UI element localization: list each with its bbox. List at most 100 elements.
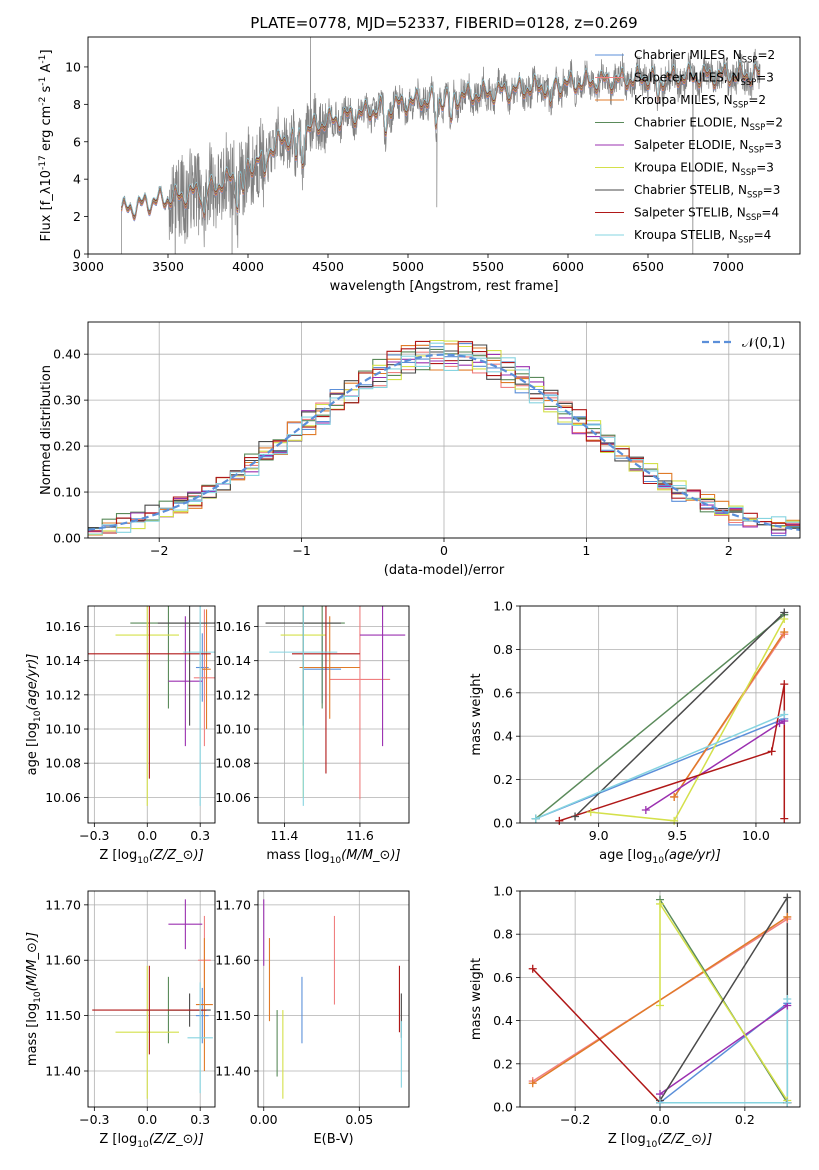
legend-label-7: Salpeter STELIB, NSSP=4 <box>634 206 779 223</box>
chart-panels: 3000 3500 4000 4500 5000 5500 6000 6500 7000 0 2 4 6… <box>25 36 801 1150</box>
chart-mass-vs-EBV: 0.00 0.05 11.40 11.50 11.60 11.70 E(B-V) <box>215 890 410 1147</box>
weight-marker-7-3 <box>780 814 789 823</box>
x-tick-label: 11.4 <box>271 828 299 843</box>
legend-label-normal: 𝒩(0,1) <box>742 336 785 351</box>
x-tick-label: −1 <box>292 543 310 558</box>
y-tick-label: 10.12 <box>215 687 251 702</box>
weight-marker-4-0 <box>641 805 650 814</box>
y-tick-label: 0.4 <box>493 729 513 744</box>
axes-frame <box>87 605 216 824</box>
weight-marker-8-0 <box>531 814 540 823</box>
y-axis-label: Normed distribution <box>39 365 54 495</box>
weight-marker-5-0 <box>586 808 595 817</box>
weight-marker-8-1 <box>783 1098 792 1107</box>
weight-marker-2-1 <box>780 628 789 637</box>
x-tick-label: 4500 <box>312 259 344 274</box>
residual-histogram-8 <box>88 342 800 535</box>
y-tick-label: 10.08 <box>45 756 81 771</box>
y-axis-label: mass [log10(M/M_⊙)] <box>25 932 43 1066</box>
x-tick-label: 0.0 <box>650 1112 670 1127</box>
weight-marker-8-2 <box>783 995 792 1003</box>
y-tick-label: 0.30 <box>53 393 81 408</box>
y-axis-label: mass weight <box>469 673 484 755</box>
x-tick-label: 10.0 <box>742 828 770 843</box>
y-tick-label: 0.6 <box>493 685 513 700</box>
weight-line-6 <box>574 611 785 818</box>
weight-marker-2-0 <box>670 792 679 801</box>
weight-marker-6-1 <box>780 608 789 617</box>
plot-area <box>88 339 800 537</box>
x-tick-label: 9.5 <box>667 828 687 843</box>
x-tick-label: 2 <box>725 543 733 558</box>
y-tick-label: 10 <box>65 59 81 74</box>
y-tick-label: 10.08 <box>215 756 251 771</box>
axes-frame <box>87 321 801 539</box>
x-tick-label: 5500 <box>472 259 504 274</box>
y-tick-label: 2 <box>73 209 81 224</box>
model-spectrum-8 <box>121 60 761 216</box>
spectrum-legend: Chabrier MILES, NSSP=2 Salpeter MILES, NS… <box>595 48 783 245</box>
residuals-legend: 𝒩(0,1) <box>702 336 785 351</box>
y-tick-label: 0 <box>73 247 81 262</box>
axes-frame <box>257 605 410 824</box>
y-tick-label: 0.20 <box>53 439 81 454</box>
plot-area <box>88 606 215 806</box>
y-tick-label: 10.06 <box>215 790 251 805</box>
normal-reference-curve <box>88 353 800 531</box>
x-tick-label: −0.3 <box>79 1112 109 1127</box>
weight-marker-7-0 <box>555 816 564 825</box>
y-tick-label: 10.12 <box>45 687 81 702</box>
x-tick-label: 0.3 <box>190 1112 210 1127</box>
axes-frame <box>87 890 216 1108</box>
x-axis-label: mass [log10(M/M_⊙)] <box>266 848 400 866</box>
x-tick-label: 3000 <box>72 259 104 274</box>
chart-spectrum: 3000 3500 4000 4500 5000 5500 6000 6500 7000 0 2 4 6… <box>38 36 801 294</box>
legend-label-5: Kroupa ELODIE, NSSP=3 <box>634 161 774 178</box>
y-tick-label: 11.40 <box>45 1064 81 1079</box>
x-axis-label: wavelength [Angstrom, rest frame] <box>330 279 559 294</box>
y-tick-label: 0.2 <box>493 1056 513 1071</box>
x-axis-label: E(B-V) <box>313 1132 353 1147</box>
x-tick-label: 5000 <box>392 259 424 274</box>
weight-marker-5-0 <box>656 1001 664 1010</box>
y-tick-label: 0.0 <box>493 816 513 831</box>
y-tick-label: 10.10 <box>215 722 251 737</box>
x-tick-label: 6000 <box>552 259 584 274</box>
y-tick-label: 11.60 <box>215 953 251 968</box>
weight-marker-4-1 <box>775 719 784 728</box>
weight-line-8 <box>535 713 785 820</box>
y-tick-label: 11.40 <box>215 1064 251 1079</box>
x-axis-label: Z [log10(Z/Z_⊙)] <box>608 1132 712 1150</box>
y-tick-label: 11.70 <box>215 897 251 912</box>
weight-marker-2-1 <box>783 912 792 921</box>
axes-frame <box>519 890 801 1108</box>
x-axis-label: Z [log10(Z/Z_⊙)] <box>99 848 203 866</box>
x-tick-label: 7000 <box>712 259 744 274</box>
y-tick-label: 0.00 <box>53 531 81 546</box>
figure-title: PLATE=0778, MJD=52337, FIBERID=0128, z=0… <box>250 14 637 32</box>
y-tick-label: 11.60 <box>45 953 81 968</box>
y-tick-label: 0.40 <box>53 347 81 362</box>
y-tick-label: 10.14 <box>45 653 81 668</box>
plot-area <box>263 899 402 1099</box>
chart-weight-vs-Z: −0.2 0.0 0.2 0.0 0.2 0.4 0.6 0.8 1.0 Z [log10(Z/Z… <box>469 884 801 1150</box>
x-tick-label: 0.0 <box>137 828 157 843</box>
y-tick-label: 10.06 <box>45 790 81 805</box>
y-tick-label: 11.50 <box>45 1008 81 1023</box>
weight-marker-6-1 <box>783 893 792 902</box>
weight-line-2 <box>673 631 785 798</box>
legend-label-8: Kroupa STELIB, NSSP=4 <box>634 228 771 245</box>
y-tick-label: 6 <box>73 134 81 149</box>
x-tick-label: 0.0 <box>137 1112 157 1127</box>
x-tick-label: 4000 <box>232 259 264 274</box>
legend-label-3: Chabrier ELODIE, NSSP=2 <box>634 116 783 133</box>
x-tick-label: 3500 <box>152 259 184 274</box>
weight-marker-7-2 <box>780 680 789 689</box>
weight-line-4 <box>659 1004 788 1095</box>
legend-label-1: Salpeter MILES, NSSP=3 <box>634 71 774 88</box>
weight-marker-8-1 <box>780 710 789 719</box>
x-tick-label: 1 <box>582 543 590 558</box>
y-axis-label: mass weight <box>469 958 484 1040</box>
